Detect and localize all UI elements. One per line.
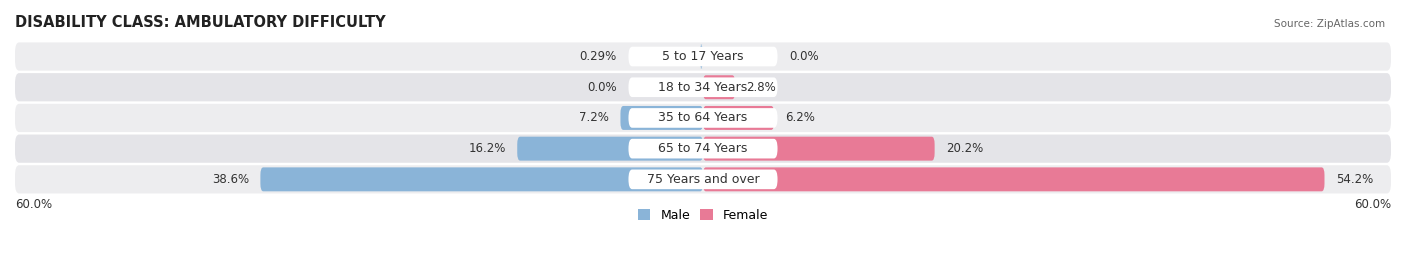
Text: 16.2%: 16.2% — [468, 142, 506, 155]
Text: 0.0%: 0.0% — [789, 50, 818, 63]
FancyBboxPatch shape — [517, 137, 703, 161]
FancyBboxPatch shape — [703, 106, 775, 130]
Legend: Male, Female: Male, Female — [633, 204, 773, 227]
Text: Source: ZipAtlas.com: Source: ZipAtlas.com — [1274, 19, 1385, 29]
FancyBboxPatch shape — [703, 75, 735, 99]
Text: 0.0%: 0.0% — [588, 81, 617, 94]
Text: DISABILITY CLASS: AMBULATORY DIFFICULTY: DISABILITY CLASS: AMBULATORY DIFFICULTY — [15, 15, 385, 30]
FancyBboxPatch shape — [628, 139, 778, 158]
Text: 2.8%: 2.8% — [747, 81, 776, 94]
Text: 6.2%: 6.2% — [786, 111, 815, 124]
Text: 54.2%: 54.2% — [1336, 173, 1374, 186]
FancyBboxPatch shape — [15, 42, 1391, 71]
Text: 20.2%: 20.2% — [946, 142, 983, 155]
Text: 35 to 64 Years: 35 to 64 Years — [658, 111, 748, 124]
FancyBboxPatch shape — [15, 165, 1391, 193]
Text: 18 to 34 Years: 18 to 34 Years — [658, 81, 748, 94]
Text: 60.0%: 60.0% — [1354, 198, 1391, 211]
FancyBboxPatch shape — [628, 77, 778, 97]
FancyBboxPatch shape — [703, 137, 935, 161]
Text: 7.2%: 7.2% — [579, 111, 609, 124]
FancyBboxPatch shape — [628, 170, 778, 189]
Text: 65 to 74 Years: 65 to 74 Years — [658, 142, 748, 155]
FancyBboxPatch shape — [15, 73, 1391, 101]
Text: 0.29%: 0.29% — [579, 50, 617, 63]
Text: 38.6%: 38.6% — [212, 173, 249, 186]
Text: 75 Years and over: 75 Years and over — [647, 173, 759, 186]
Text: 60.0%: 60.0% — [15, 198, 52, 211]
FancyBboxPatch shape — [700, 44, 703, 69]
FancyBboxPatch shape — [15, 104, 1391, 132]
Text: 5 to 17 Years: 5 to 17 Years — [662, 50, 744, 63]
FancyBboxPatch shape — [628, 108, 778, 128]
FancyBboxPatch shape — [628, 47, 778, 66]
FancyBboxPatch shape — [703, 168, 1324, 191]
FancyBboxPatch shape — [260, 168, 703, 191]
FancyBboxPatch shape — [620, 106, 703, 130]
FancyBboxPatch shape — [15, 135, 1391, 163]
